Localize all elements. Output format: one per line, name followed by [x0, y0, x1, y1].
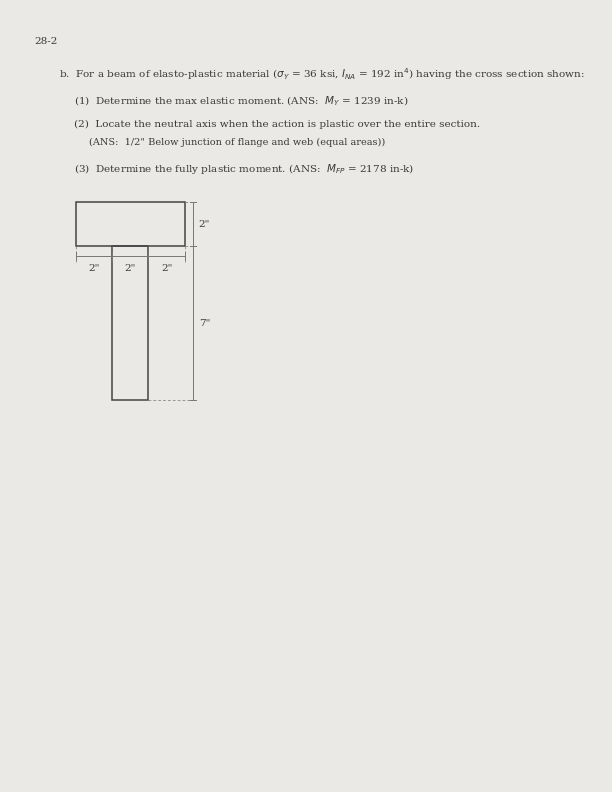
Text: 2": 2" [161, 264, 172, 273]
Bar [76, 202, 185, 246]
Text: 2": 2" [88, 264, 100, 273]
Text: b.  For a beam of elasto-plastic material ($\sigma_Y$ = 36 ksi, $I_{NA}$ = 192 i: b. For a beam of elasto-plastic material… [59, 66, 585, 82]
Text: (2)  Locate the neutral axis when the action is plastic over the entire section.: (2) Locate the neutral axis when the act… [74, 120, 480, 129]
Text: 2": 2" [199, 219, 210, 229]
Text: (1)  Determine the max elastic moment. (ANS:  $M_Y$ = 1239 in-k): (1) Determine the max elastic moment. (A… [74, 94, 409, 108]
Text: 7": 7" [199, 318, 210, 328]
Text: 2": 2" [125, 264, 136, 273]
Bar [112, 246, 149, 400]
Text: (ANS:  1/2" Below junction of flange and web (equal areas)): (ANS: 1/2" Below junction of flange and … [89, 138, 386, 147]
Text: (3)  Determine the fully plastic moment. (ANS:  $M_{FP}$ = 2178 in-k): (3) Determine the fully plastic moment. … [74, 162, 414, 176]
Text: 28-2: 28-2 [35, 37, 58, 46]
